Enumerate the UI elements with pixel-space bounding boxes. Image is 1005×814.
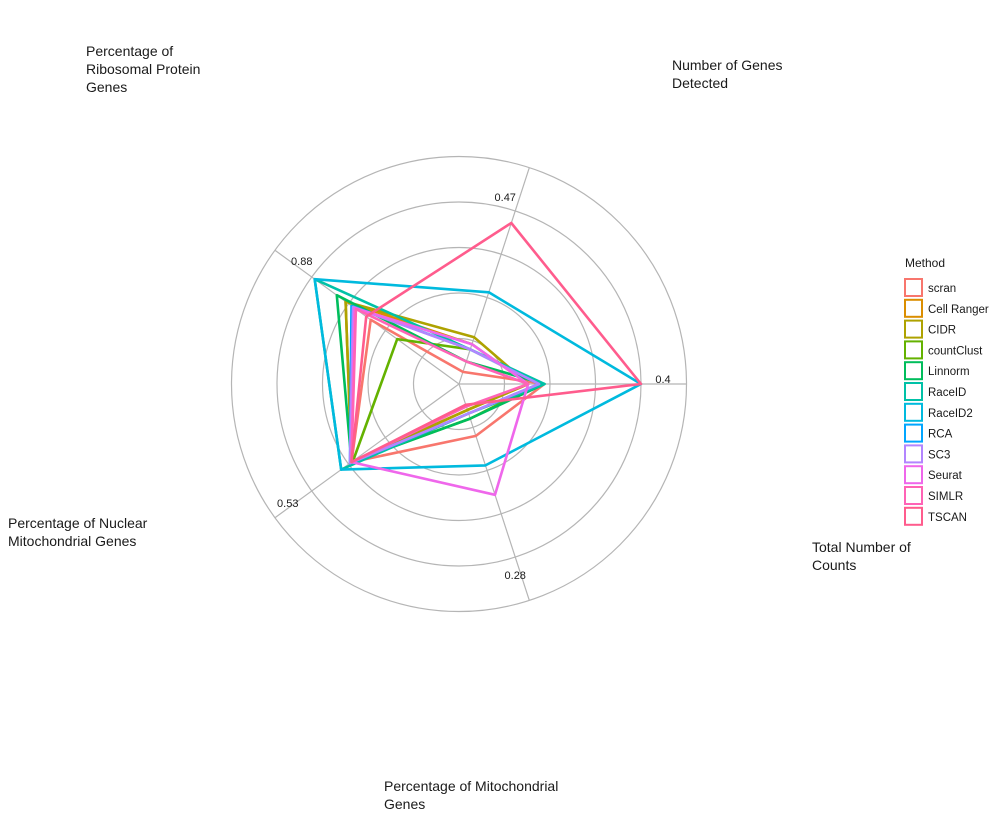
legend-swatch-cidr — [904, 319, 923, 339]
legend-entry-tscan: TSCAN — [928, 512, 967, 524]
legend-entry-rca: RCA — [928, 429, 953, 441]
legend-swatch-rca — [904, 423, 923, 443]
axis-label-line: Percentage of Mitochondrial — [384, 778, 558, 794]
legend-entry-sc3: SC3 — [928, 449, 950, 461]
axis-label-line: Percentage of Nuclear — [8, 515, 148, 531]
legend-swatch-seurat — [904, 465, 923, 485]
axis-label-4: Percentage of Nuclear Mitochondrial Genes — [8, 515, 148, 549]
axis-spoke-3 — [458, 383, 530, 601]
legend-swatch-countclust — [904, 340, 923, 360]
axis-label-line: Ribosomal Protein — [86, 61, 200, 77]
legend-swatch-scran — [904, 278, 923, 297]
series-tscan — [350, 221, 643, 464]
legend-entry-cidr: CIDR — [928, 325, 956, 337]
axis-label-line: Number of Genes — [672, 57, 783, 73]
legend-entry-simlr: SIMLR — [928, 491, 963, 503]
legend-entry-linnorm: Linnorm — [928, 366, 970, 378]
legend-entry-raceid: RaceID — [928, 387, 966, 399]
legend-swatch-cell-ranger — [904, 298, 923, 318]
series-layer — [313, 221, 643, 497]
legend-entry-cell-ranger: Cell Ranger — [928, 304, 989, 316]
axis-label-3: Percentage of Mitochondrial Genes — [384, 778, 558, 812]
axis-label-line: Mitochondrial Genes — [8, 533, 136, 549]
radar-grid — [230, 155, 688, 613]
legend-entry-countclust: countClust — [928, 345, 983, 357]
legend-swatch-raceid — [904, 382, 923, 401]
legend-swatch-tscan — [904, 506, 923, 526]
series-cidr — [344, 300, 530, 464]
legend-entry-seurat: Seurat — [928, 470, 963, 482]
series-simlr — [350, 307, 530, 464]
axis-label-line: Genes — [384, 796, 425, 812]
legend-swatch-raceid2 — [904, 402, 923, 422]
axis-labels: Percentage of Ribosomal Protein Genes Numbe… — [8, 43, 911, 812]
legend-title: Method — [905, 256, 945, 270]
series-raceid2 — [313, 277, 643, 471]
axis-max-label-0: 0.88 — [291, 256, 312, 268]
legend-entry-raceid2: RaceID2 — [928, 408, 973, 420]
legend-swatch-linnorm — [904, 361, 923, 381]
axis-max-label-3: 0.28 — [505, 570, 526, 582]
legend-swatch-simlr — [904, 486, 923, 505]
axis-label-line: Counts — [812, 557, 856, 573]
axis-max-label-4: 0.53 — [277, 498, 298, 510]
axis-max-label-1: 0.47 — [495, 192, 516, 204]
legend-swatch-sc3 — [904, 444, 923, 464]
axis-label-line: Detected — [672, 75, 728, 91]
axis-label-line: Total Number of — [812, 539, 911, 555]
legend: Method scran Cell Ranger CIDR countClust Linn… — [904, 256, 989, 526]
axis-label-line: Genes — [86, 79, 127, 95]
legend-entry-scran: scran — [928, 283, 956, 295]
axis-label-0: Percentage of Ribosomal Protein Genes — [86, 43, 200, 95]
axis-max-label-2: 0.4 — [655, 374, 670, 386]
axis-spoke-4 — [274, 383, 460, 519]
axis-spoke-1 — [458, 167, 530, 385]
axis-label-2: Total Number of Counts — [812, 539, 911, 573]
series-sc3 — [348, 305, 541, 465]
axis-label-1: Number of Genes Detected — [672, 57, 783, 91]
axis-label-line: Percentage of — [86, 43, 173, 59]
